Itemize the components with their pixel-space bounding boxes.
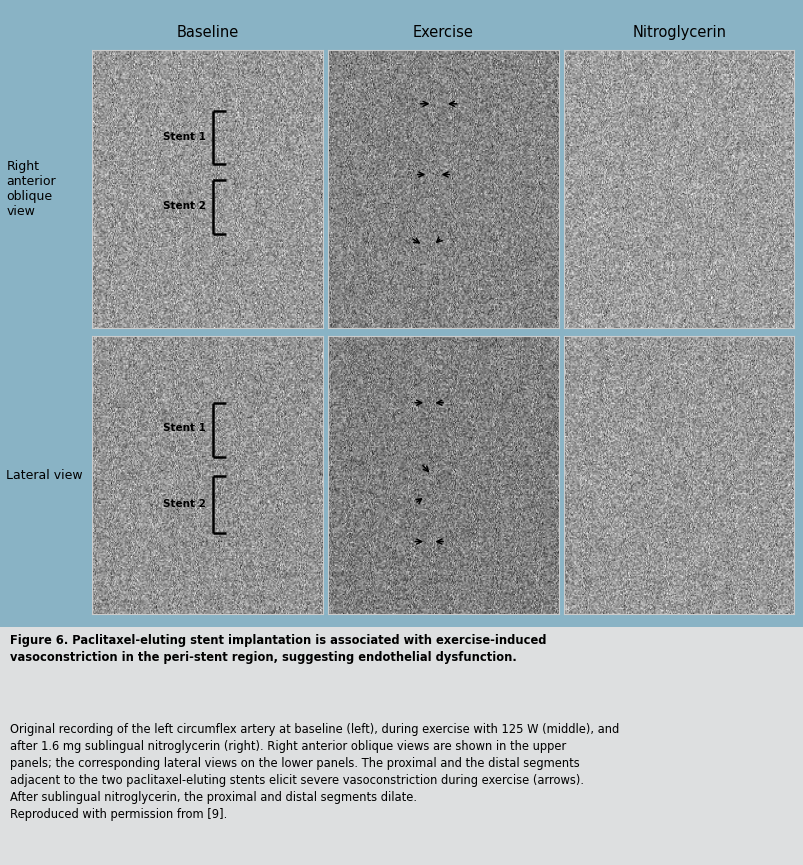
Text: Exercise: Exercise [413, 25, 473, 40]
Text: Nitroglycerin: Nitroglycerin [631, 25, 725, 40]
Text: Figure 6. Paclitaxel-eluting stent implantation is associated with exercise-indu: Figure 6. Paclitaxel-eluting stent impla… [10, 634, 546, 664]
Text: Lateral view: Lateral view [6, 469, 83, 482]
Text: Stent 2: Stent 2 [163, 499, 206, 509]
Text: Stent 2: Stent 2 [163, 201, 206, 211]
Text: Right
anterior
oblique
view: Right anterior oblique view [6, 160, 56, 218]
Text: Baseline: Baseline [176, 25, 238, 40]
Text: Stent 1: Stent 1 [163, 423, 206, 433]
Text: Original recording of the left circumflex artery at baseline (left), during exer: Original recording of the left circumfle… [10, 723, 619, 822]
Text: Stent 1: Stent 1 [163, 131, 206, 142]
